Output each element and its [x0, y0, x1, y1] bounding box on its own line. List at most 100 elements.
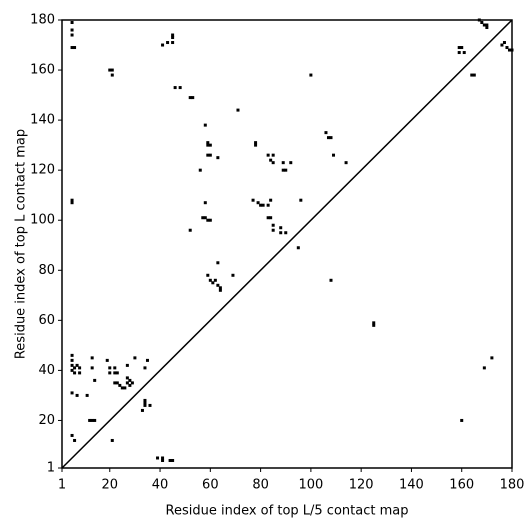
contact-point — [261, 203, 265, 207]
contact-point — [206, 141, 210, 145]
contact-point — [213, 278, 217, 282]
contact-point — [133, 356, 137, 360]
contact-point — [507, 48, 511, 52]
contact-point — [271, 228, 275, 232]
diagonal — [61, 19, 513, 469]
contact-point — [115, 371, 119, 375]
contact-point — [113, 371, 117, 375]
contact-point — [309, 73, 313, 77]
contact-point — [203, 201, 207, 205]
x-tick-label: 40 — [152, 478, 169, 493]
y-tick-label: 180 — [30, 13, 55, 28]
y-axis-label: Residue index of top L contact map — [14, 129, 29, 359]
contact-point — [324, 131, 328, 135]
contact-point — [269, 158, 273, 162]
contact-point — [281, 168, 285, 172]
y-tick-label: 100 — [30, 213, 55, 228]
contact-point — [259, 203, 263, 207]
contact-point — [93, 418, 97, 422]
y-tick-label: 160 — [30, 63, 55, 78]
x-tick-label: 160 — [449, 478, 474, 493]
contact-point — [332, 153, 336, 157]
contact-point — [156, 456, 160, 460]
y-tick-label: 80 — [38, 263, 55, 278]
contact-point — [284, 168, 288, 172]
x-tick-label: 180 — [500, 478, 525, 493]
contact-point — [161, 456, 165, 460]
x-tick-label: 100 — [298, 478, 323, 493]
contact-point — [502, 41, 506, 45]
contact-point — [460, 418, 464, 422]
contact-point — [216, 156, 220, 160]
contact-point — [271, 223, 275, 227]
x-tick-label: 140 — [399, 478, 424, 493]
contact-point — [284, 231, 288, 235]
contact-point — [188, 228, 192, 232]
contact-point — [128, 378, 132, 382]
contact-point — [118, 383, 122, 387]
contact-point — [236, 108, 240, 112]
contact-point — [70, 46, 74, 50]
contact-point — [218, 288, 222, 292]
contact-point — [271, 153, 275, 157]
x-tick-label: 80 — [252, 478, 269, 493]
contact-point — [128, 383, 132, 387]
contact-point — [485, 23, 489, 27]
contact-point — [329, 278, 333, 282]
contact-point — [254, 143, 258, 147]
contact-point — [88, 418, 92, 422]
contact-point — [73, 46, 77, 50]
contact-point — [110, 73, 114, 77]
contact-point — [269, 198, 273, 202]
contact-point — [171, 36, 175, 40]
y-tick-label: 120 — [30, 163, 55, 178]
contact-point — [115, 381, 119, 385]
contact-point — [201, 216, 205, 220]
y-tick-label: 1 — [47, 461, 55, 476]
x-tick-label: 1 — [58, 478, 66, 493]
contact-point — [208, 143, 212, 147]
contact-point — [372, 323, 376, 327]
contact-point — [208, 278, 212, 282]
contact-point — [161, 43, 165, 47]
contact-point — [231, 273, 235, 277]
contact-point — [218, 286, 222, 290]
contact-point — [191, 96, 195, 100]
y-tick-label: 140 — [30, 113, 55, 128]
contact-point — [171, 33, 175, 37]
contact-point — [110, 438, 114, 442]
x-tick-label: 20 — [101, 478, 118, 493]
contact-point — [266, 203, 270, 207]
contact-point — [490, 356, 494, 360]
contact-point — [70, 368, 74, 372]
contact-point — [161, 458, 165, 462]
contact-point — [78, 366, 82, 370]
contact-point — [78, 371, 82, 375]
contact-point — [216, 261, 220, 265]
contact-point — [254, 141, 258, 145]
contact-point — [206, 218, 210, 222]
contact-point — [85, 393, 89, 397]
contact-point — [75, 393, 79, 397]
contact-point — [93, 378, 97, 382]
contact-point — [143, 366, 147, 370]
contact-point — [143, 401, 147, 405]
contact-point — [326, 136, 330, 140]
contact-point — [198, 168, 202, 172]
contact-point — [206, 153, 210, 157]
contact-point — [70, 353, 74, 357]
contact-point — [113, 381, 117, 385]
contact-point — [70, 33, 74, 37]
contact-point — [171, 458, 175, 462]
contact-point — [178, 86, 182, 90]
contact-point — [299, 198, 303, 202]
contact-point — [123, 386, 127, 390]
contact-point — [105, 358, 109, 362]
contact-point — [470, 73, 474, 77]
plot-frame — [61, 19, 513, 469]
contact-point — [110, 68, 114, 72]
contact-point — [344, 161, 348, 165]
contact-point — [73, 366, 77, 370]
contact-point — [143, 398, 147, 402]
